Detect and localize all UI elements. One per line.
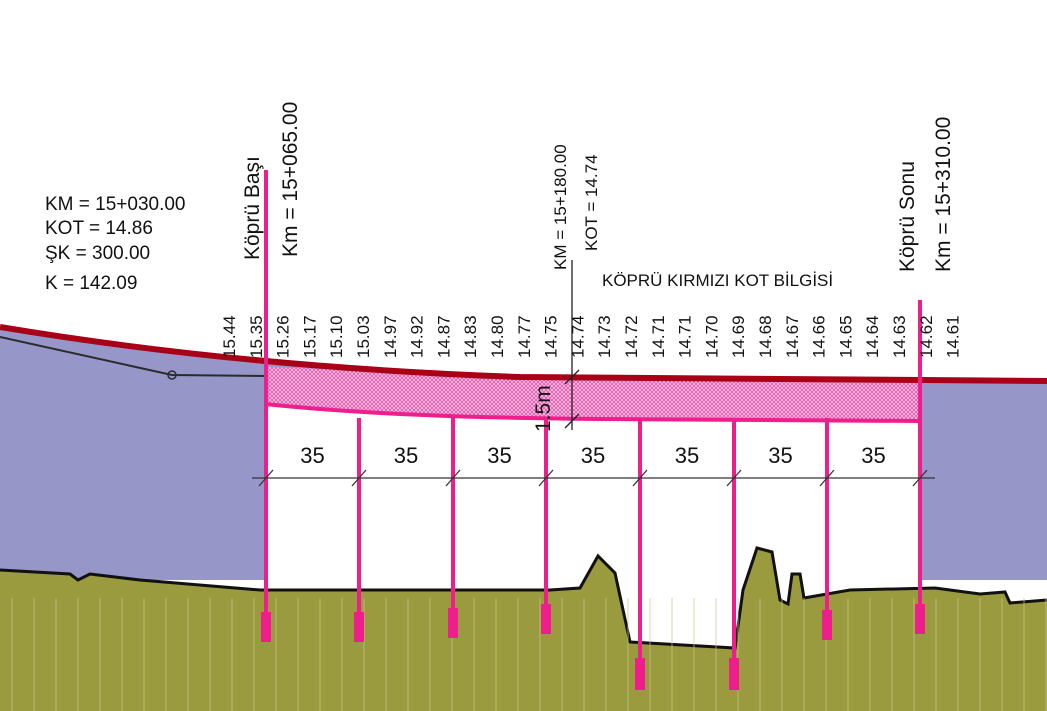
dimension-ticks [258,469,928,487]
elevation-label: 14.63 [890,315,909,358]
piers-group [261,170,925,690]
dimension-tick [912,469,928,487]
elevation-label: 14.80 [488,315,507,358]
dimension-tick [258,469,274,487]
deck-underside [264,402,921,423]
midpoint-km: KM = 15+180.00 [551,144,570,270]
span-length-label: 35 [394,443,418,468]
span-length-label: 35 [861,443,885,468]
section-title: KÖPRÜ KIRMIZI KOT BİLGİSİ [602,271,833,290]
elevation-label: 14.62 [917,315,936,358]
depth-tick-bottom [564,413,580,429]
elevation-label: 14.75 [542,315,561,358]
elevation-label: 15.03 [354,315,373,358]
elevation-label: 15.10 [327,315,346,358]
info-km: KM = 15+030.00 [45,194,186,215]
pier-footing [915,604,925,634]
elevation-label: 15.17 [300,315,319,358]
elevation-label: 15.35 [247,315,266,358]
dimension-tick [632,469,648,487]
elevation-label: 14.61 [944,315,963,358]
elevation-label: 14.67 [783,315,802,358]
pier-footing [635,658,645,690]
pier-footing [261,612,271,642]
dimension-tick [538,469,554,487]
red-grade-line [0,324,1047,384]
elevation-label: 14.68 [756,315,775,358]
pier-footing [822,610,832,640]
pier-footing [448,608,458,638]
elevation-label: 14.65 [836,315,855,358]
span-length-label: 35 [300,443,324,468]
depth-tick-top [564,369,580,385]
elevation-label: 14.87 [434,315,453,358]
span-length-label: 35 [675,443,699,468]
span-length-label: 35 [768,443,792,468]
bridge-start-name: Köprü Başı [241,156,264,260]
elevation-label: 14.83 [461,315,480,358]
elevation-label: 14.92 [408,315,427,358]
dimension-tick [445,469,461,487]
elevation-label: 14.64 [863,315,882,358]
bridge-end-km: Km = 15+310.00 [932,117,955,272]
depth-label: 1.5m [532,385,555,432]
elevation-label: 14.66 [810,315,829,358]
ground-fill [0,548,1047,711]
span-length-label: 35 [581,443,605,468]
info-sk: ŞK = 300.00 [45,243,150,264]
dimension-tick [726,469,742,487]
dimension-tick [819,469,835,487]
info-kot: KOT = 14.86 [45,218,153,239]
elevation-label: 14.74 [568,315,587,358]
elevation-label: 14.69 [729,315,748,358]
pier-footing [354,612,364,642]
bridge-end-name: Köprü Sonu [896,161,919,272]
elevation-label: 14.72 [622,315,641,358]
span-length-label: 35 [487,443,511,468]
elevation-label: 14.71 [649,315,668,358]
elevation-labels: 15.44 15.35 15.26 15.17 15.10 15.03 14.97 14.92… [220,315,963,358]
dimension-tick [351,469,367,487]
elevation-label: 14.77 [515,315,534,358]
pier-footing [729,658,739,690]
road-point-marker [167,370,177,380]
info-k: K = 142.09 [45,273,137,294]
elevation-label: 14.71 [676,315,695,358]
elevation-label: 14.73 [595,315,614,358]
elevation-label: 15.26 [274,315,293,358]
elevation-label: 15.44 [220,315,239,358]
bridge-start-km: Km = 15+065.00 [279,102,302,257]
midpoint-kot: KOT = 14.74 [582,154,601,251]
elevation-label: 14.70 [702,315,721,358]
span-labels: 35 35 35 35 35 35 35 [300,443,885,468]
existing-road-line [0,336,266,377]
elevation-label: 14.97 [381,315,400,358]
pier-footing [541,604,551,634]
